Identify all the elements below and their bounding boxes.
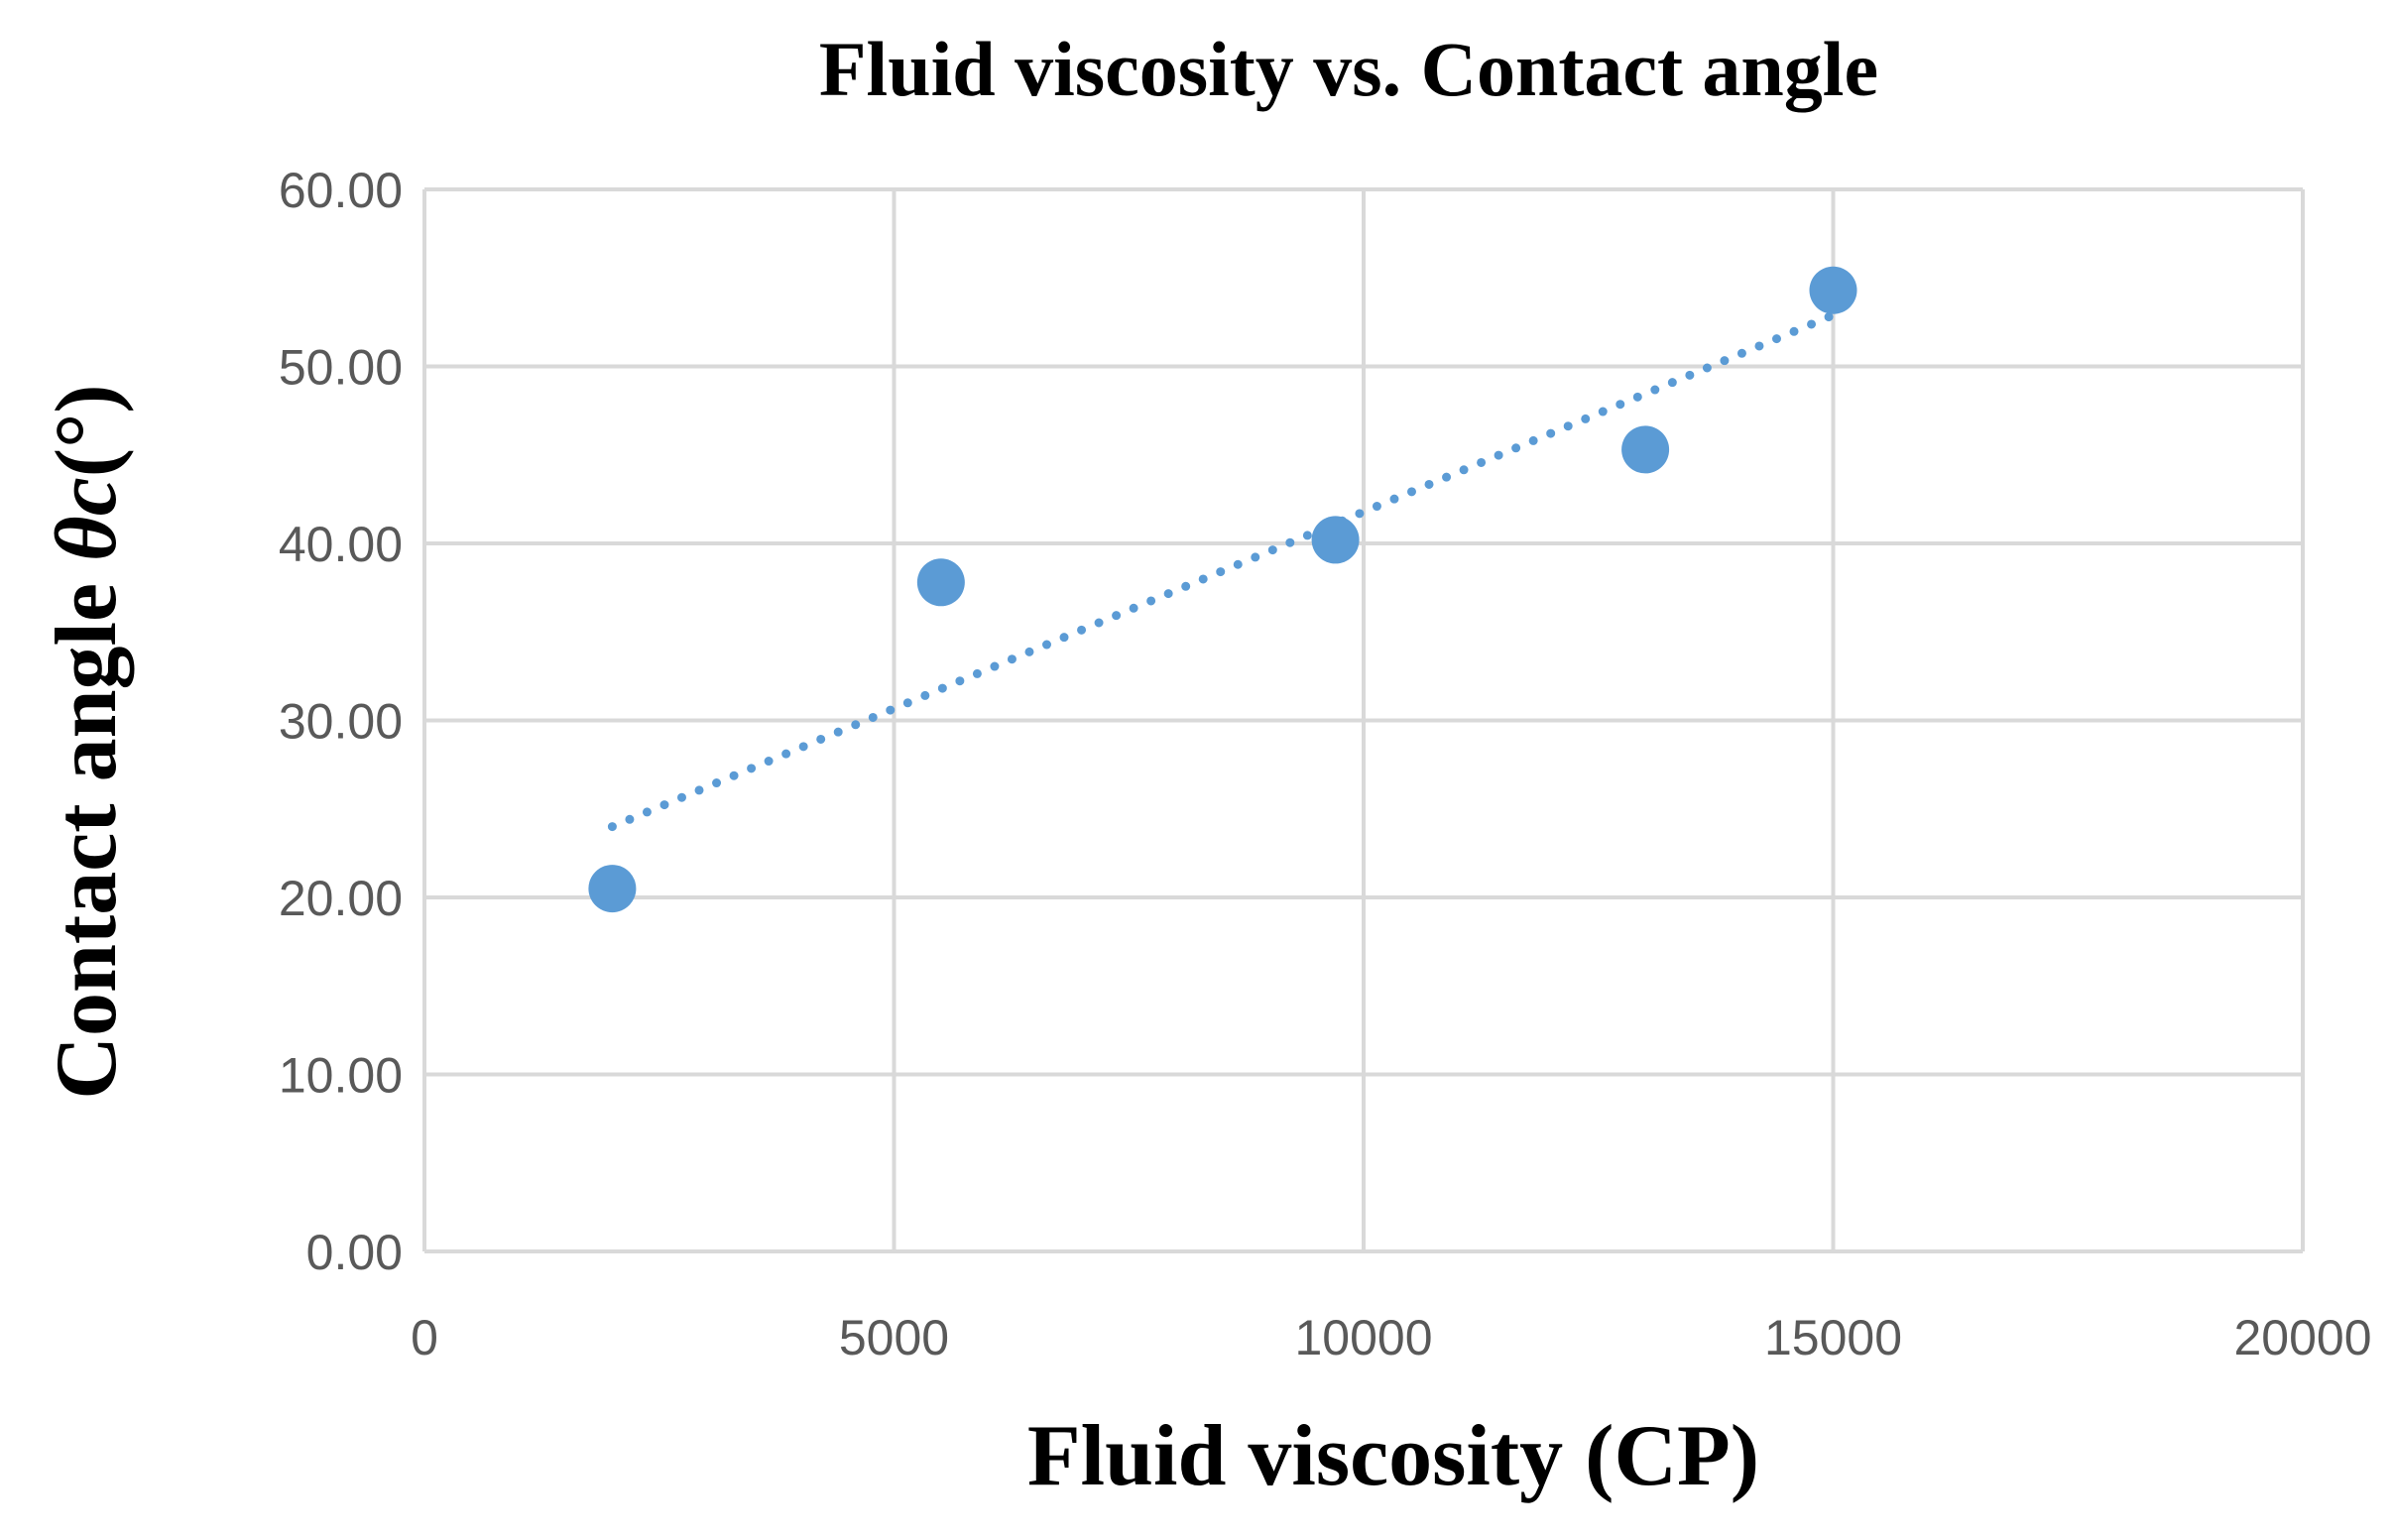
x-tick-label: 0: [411, 1310, 438, 1365]
data-point: [1621, 425, 1670, 474]
data-points: [588, 266, 1857, 913]
x-tick-labels: 0 5000 10000 15000 20000: [411, 1310, 2371, 1365]
data-point: [1809, 266, 1857, 314]
x-axis-title: Fluid viscosity (CP): [1027, 1408, 1759, 1504]
y-axis-title: Contact angle θc(°): [39, 384, 135, 1099]
y-axis-title-main: Contact angle: [39, 561, 135, 1100]
y-axis-title-symbol: θc: [39, 477, 135, 561]
y-tick-label: 10.00: [279, 1048, 403, 1104]
chart-title: Fluid viscosity vs. Contact angle: [819, 26, 1878, 112]
data-point: [588, 865, 637, 913]
y-tick-label: 0.00: [306, 1225, 403, 1280]
trendline-group: [607, 310, 1838, 832]
data-point: [916, 558, 965, 607]
x-tick-label: 5000: [839, 1310, 949, 1365]
gridlines: [422, 187, 2305, 1253]
y-tick-label: 20.00: [279, 871, 403, 926]
y-tick-label: 60.00: [279, 163, 403, 218]
data-point: [1311, 516, 1360, 564]
y-tick-label: 50.00: [279, 340, 403, 396]
x-tick-label: 20000: [2233, 1310, 2371, 1365]
y-tick-label: 40.00: [279, 517, 403, 572]
y-tick-label: 30.00: [279, 694, 403, 750]
y-axis-title-unit: (°): [39, 384, 135, 477]
x-tick-label: 10000: [1294, 1310, 1432, 1365]
trendline: [607, 310, 1838, 832]
x-tick-label: 15000: [1764, 1310, 1902, 1365]
y-tick-labels: 0.00 10.00 20.00 30.00 40.00 50.00 60.00: [279, 163, 403, 1280]
